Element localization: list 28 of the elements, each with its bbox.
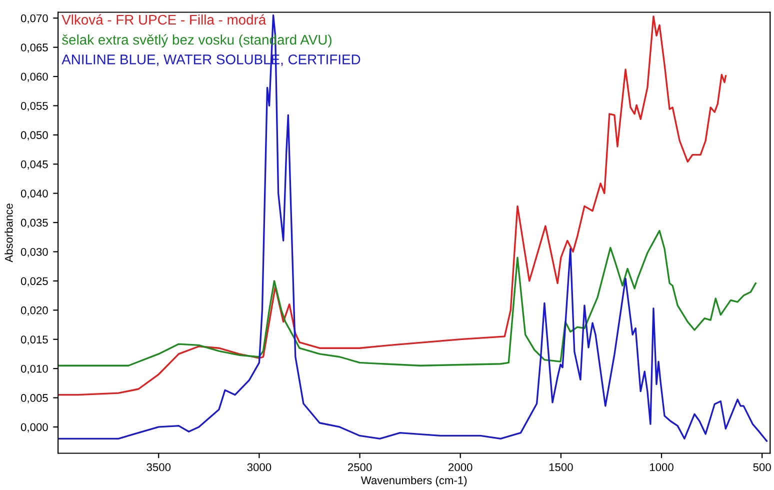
y-tick-label: 0,020 [20, 306, 48, 316]
y-tick-label: 0,060 [20, 72, 48, 82]
y-tick-label: 0,010 [20, 364, 48, 374]
x-tick-label: 500 [753, 463, 771, 472]
line-series [58, 16, 727, 396]
x-axis-title: Wavenumbers (cm-1) [360, 476, 467, 486]
y-tick-label: 0,050 [20, 131, 48, 140]
x-tick-label: 3000 [247, 463, 272, 472]
y-tick-label: 0,015 [20, 336, 48, 345]
x-tick-label: 2000 [448, 463, 472, 472]
y-tick-label: 0,040 [20, 190, 48, 199]
x-tick-label: 1500 [549, 463, 573, 472]
y-tick-label: 0,065 [20, 44, 48, 53]
x-tick-label: 3500 [146, 463, 171, 472]
y-tick-label: 0,070 [20, 14, 48, 24]
y-tick-label: 0,025 [20, 277, 48, 286]
y-tick-label: 0,035 [20, 218, 48, 228]
x-tick-label: 1000 [650, 463, 674, 472]
y-axis-title: Absorbance [4, 204, 13, 262]
y-tick-label: 0,055 [20, 102, 48, 112]
line-series [58, 14, 768, 442]
y-tick-label: 0,045 [20, 160, 48, 170]
line-series [58, 230, 756, 366]
text: Vlková - FR UPCE - Filla - modrá [62, 14, 266, 25]
y-tick-label: 0,000 [20, 423, 48, 432]
y-tick-label: 0,030 [20, 248, 48, 258]
x-tick-label: 2500 [348, 463, 372, 472]
y-tick-label: 0,005 [20, 394, 48, 404]
